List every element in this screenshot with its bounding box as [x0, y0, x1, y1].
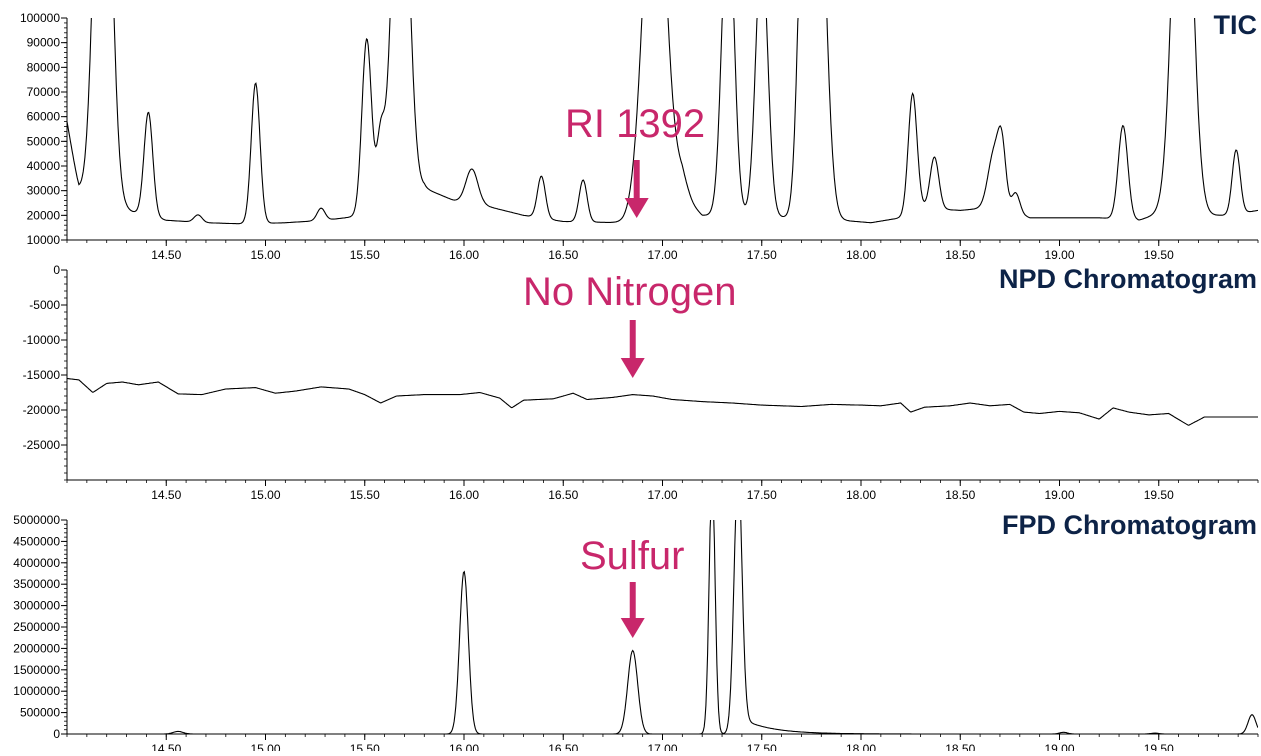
npd-x-tick-label: 18.00 — [846, 488, 876, 502]
fpd-x-tick-label: 18.50 — [945, 742, 975, 751]
npd-x-tick-label: 19.00 — [1044, 488, 1074, 502]
tic-y-tick-label: 40000 — [27, 159, 61, 173]
npd-x-tick-label: 15.50 — [350, 488, 380, 502]
npd-x-tick-label: 16.50 — [548, 488, 578, 502]
npd-x-tick-label: 14.50 — [151, 488, 181, 502]
npd-y-tick-label: -5000 — [29, 298, 60, 312]
fpd-y-tick-label: 5000000 — [13, 513, 60, 527]
tic-x-tick-label: 15.50 — [350, 248, 380, 262]
npd-annotation-arrow-head — [620, 358, 645, 378]
npd-y-tick-label: -25000 — [23, 438, 61, 452]
tic-y-tick-label: 50000 — [27, 134, 61, 148]
fpd-x-tick-label: 14.50 — [151, 742, 181, 751]
tic-y-tick-label: 70000 — [27, 85, 61, 99]
tic-title: TIC — [1213, 10, 1258, 40]
npd-x-tick-label: 16.00 — [449, 488, 479, 502]
npd-x-tick-label: 17.50 — [747, 488, 777, 502]
npd-x-tick-label: 19.50 — [1144, 488, 1174, 502]
npd-y-tick-label: 0 — [53, 263, 60, 277]
fpd-y-tick-label: 2000000 — [13, 641, 60, 655]
fpd-y-tick-label: 3500000 — [13, 577, 60, 591]
tic-x-tick-label: 19.50 — [1144, 248, 1174, 262]
tic-x-tick-label: 16.50 — [548, 248, 578, 262]
tic-y-tick-label: 100000 — [20, 11, 60, 25]
fpd-x-tick-label: 15.50 — [350, 742, 380, 751]
fpd-title: FPD Chromatogram — [1001, 510, 1257, 540]
tic-x-tick-label: 17.50 — [747, 248, 777, 262]
fpd-x-tick-label: 17.50 — [747, 742, 777, 751]
npd-annotation-label: No Nitrogen — [523, 270, 737, 314]
npd-trace-line — [67, 377, 1258, 426]
tic-x-tick-label: 16.00 — [449, 248, 479, 262]
tic-x-tick-label: 15.00 — [250, 248, 280, 262]
npd-x-tick-label: 15.00 — [250, 488, 280, 502]
fpd-x-tick-label: 16.00 — [449, 742, 479, 751]
fpd-y-tick-label: 2500000 — [13, 620, 60, 634]
npd-x-tick-label: 17.00 — [647, 488, 677, 502]
fpd-x-tick-label: 19.50 — [1144, 742, 1174, 751]
tic-x-tick-label: 17.00 — [647, 248, 677, 262]
tic-y-tick-label: 30000 — [27, 184, 61, 198]
fpd-y-tick-label: 4000000 — [13, 556, 60, 570]
tic-y-tick-label: 90000 — [27, 36, 61, 50]
tic-trace-line — [67, 18, 1258, 225]
fpd-x-tick-label: 18.00 — [846, 742, 876, 751]
fpd-annotation-label: Sulfur — [580, 534, 685, 578]
fpd-y-tick-label: 1000000 — [13, 684, 60, 698]
fpd-y-tick-label: 1500000 — [13, 663, 60, 677]
npd-y-tick-label: -15000 — [23, 368, 61, 382]
npd-y-tick-label: -20000 — [23, 403, 61, 417]
fpd-trace-line — [67, 520, 1258, 734]
tic-annotation-label: RI 1392 — [565, 102, 706, 146]
fpd-x-tick-label: 19.00 — [1044, 742, 1074, 751]
tic-y-tick-label: 10000 — [27, 233, 61, 247]
tic-x-tick-label: 18.50 — [945, 248, 975, 262]
tic-x-tick-label: 14.50 — [151, 248, 181, 262]
fpd-x-tick-label: 15.00 — [250, 742, 280, 751]
fpd-y-tick-label: 3000000 — [13, 599, 60, 613]
fpd-y-tick-label: 500000 — [20, 706, 60, 720]
tic-y-tick-label: 80000 — [27, 60, 61, 74]
fpd-x-tick-label: 17.00 — [647, 742, 677, 751]
fpd-y-tick-label: 0 — [53, 727, 60, 741]
npd-x-tick-label: 18.50 — [945, 488, 975, 502]
fpd-annotation-arrow-head — [620, 618, 645, 638]
npd-y-tick-label: -10000 — [23, 333, 61, 347]
fpd-x-tick-label: 16.50 — [548, 742, 578, 751]
tic-annotation-arrow-head — [624, 198, 649, 218]
tic-x-tick-label: 19.00 — [1044, 248, 1074, 262]
fpd-y-tick-label: 4500000 — [13, 534, 60, 548]
npd-title: NPD Chromatogram — [998, 264, 1257, 294]
tic-y-tick-label: 20000 — [27, 208, 61, 222]
npd-panel: 14.50 15.00 15.50 16.00 16.50 17.00 17.50 18.00… — [23, 263, 1259, 502]
tic-panel: 14.50 15.00 15.50 16.00 16.50 17.00 17.50 18.00… — [20, 11, 1259, 262]
tic-y-tick-label: 60000 — [27, 110, 61, 124]
tic-x-tick-label: 18.00 — [846, 248, 876, 262]
